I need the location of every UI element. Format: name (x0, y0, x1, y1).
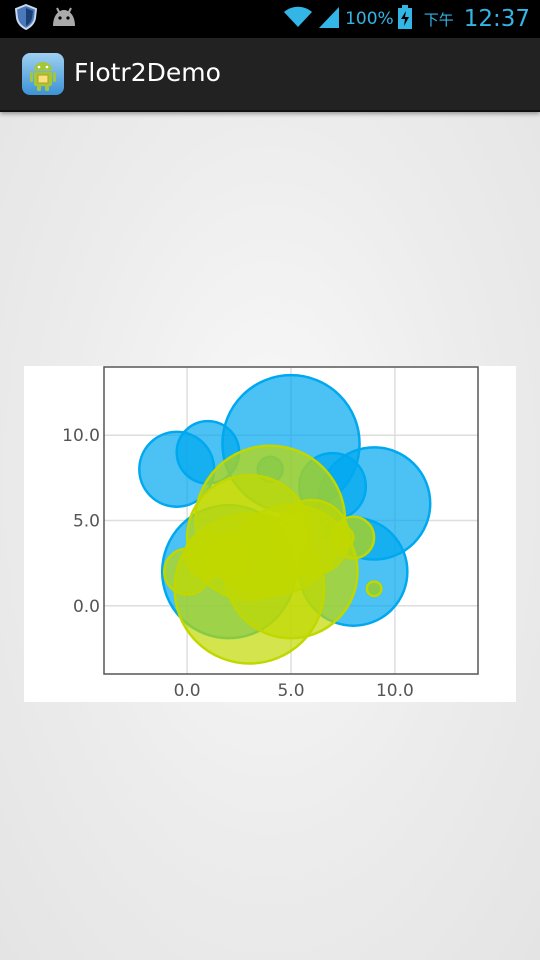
tick-labels: 0.0 5.0 10.0 0.0 5.0 10.0 (62, 426, 414, 701)
status-bar-notifications (14, 3, 78, 34)
bubble-series-2 (163, 547, 212, 596)
y-tick-label: 10.0 (62, 426, 100, 446)
x-tick-label: 10.0 (376, 681, 414, 701)
y-tick-label: 5.0 (73, 512, 100, 532)
shield-icon (14, 3, 38, 34)
android-notification-icon (50, 6, 78, 32)
clock-time: 12:37 (463, 6, 530, 32)
action-bar: Flotr2Demo (0, 38, 540, 112)
bubble-chart: 0.0 5.0 10.0 0.0 5.0 10.0 (62, 366, 479, 701)
bubbles (138, 373, 432, 665)
signal-icon (317, 5, 341, 33)
bubble-series-2 (331, 515, 376, 560)
battery-percent: 100% (345, 9, 394, 29)
chart-container: 0.0 5.0 10.0 0.0 5.0 10.0 (24, 366, 516, 702)
clock-ampm: 下午 (423, 10, 454, 29)
app-title: Flotr2Demo (74, 58, 221, 87)
x-tick-label: 5.0 (277, 681, 304, 701)
app-icon[interactable] (22, 53, 64, 95)
bubble-series-2 (365, 580, 383, 598)
plot-frame (103, 366, 479, 675)
status-bar-system: 100% 下午 12:37 (283, 0, 530, 38)
y-tick-label: 0.0 (73, 597, 100, 617)
battery-charging-icon (397, 5, 412, 33)
wifi-icon (283, 5, 313, 33)
android-robot-icon (30, 62, 56, 91)
bubble-series-2 (206, 532, 251, 577)
x-tick-label: 0.0 (174, 681, 201, 701)
status-bar: 100% 下午 12:37 (0, 0, 540, 38)
